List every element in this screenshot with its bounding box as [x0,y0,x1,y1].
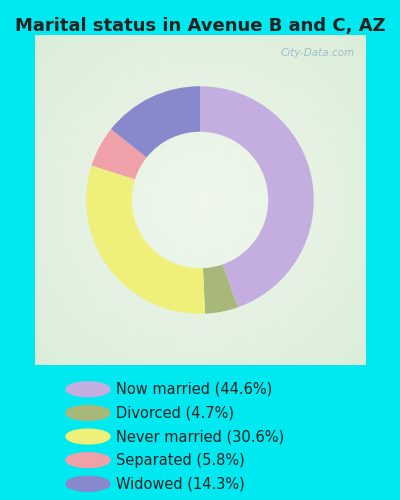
Circle shape [66,429,110,444]
Wedge shape [111,86,200,158]
Text: Divorced (4.7%): Divorced (4.7%) [116,406,234,420]
Circle shape [66,382,110,396]
Wedge shape [86,166,205,314]
Circle shape [66,476,110,491]
Text: City-Data.com: City-Data.com [281,48,355,58]
Text: Separated (5.8%): Separated (5.8%) [116,452,245,468]
Circle shape [66,406,110,420]
Text: Now married (44.6%): Now married (44.6%) [116,382,272,397]
Circle shape [66,453,110,468]
Text: Marital status in Avenue B and C, AZ: Marital status in Avenue B and C, AZ [15,18,385,36]
Wedge shape [203,264,238,314]
Text: Never married (30.6%): Never married (30.6%) [116,429,284,444]
Wedge shape [92,129,146,180]
Wedge shape [200,86,314,308]
Text: Widowed (14.3%): Widowed (14.3%) [116,476,245,492]
